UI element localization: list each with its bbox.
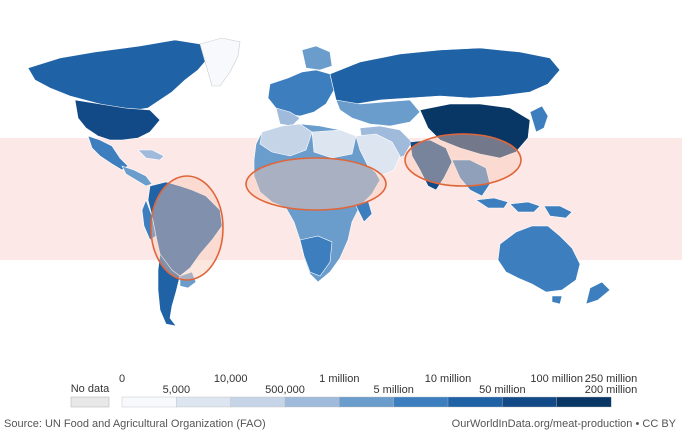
legend-top-label: 250 million bbox=[585, 373, 638, 385]
legend-bottom-label: 5 million bbox=[373, 384, 413, 396]
legend-bottom-label: 200 million bbox=[585, 384, 638, 396]
credit-text[interactable]: OurWorldInData.org/meat-production • CC … bbox=[451, 418, 676, 430]
legend-bin bbox=[284, 396, 340, 408]
legend-top-label: 0 bbox=[119, 373, 125, 385]
highlight-africa bbox=[245, 157, 387, 211]
legend-bin bbox=[447, 396, 503, 408]
asia[interactable] bbox=[329, 47, 573, 219]
legend-top-label: 10,000 bbox=[214, 373, 248, 385]
australia[interactable] bbox=[497, 225, 611, 305]
legend-bottom-label: 500,000 bbox=[265, 384, 305, 396]
legend-top-label: 10 million bbox=[425, 373, 471, 385]
north-america[interactable] bbox=[27, 37, 241, 187]
legend-bottom-label: 5,000 bbox=[163, 384, 191, 396]
legend-bin bbox=[339, 396, 395, 408]
europe[interactable] bbox=[267, 45, 335, 127]
legend-bin bbox=[502, 396, 558, 408]
legend-bottom-label: 50 million bbox=[479, 384, 525, 396]
legend-no-data-label: No data bbox=[71, 383, 110, 395]
highlight-south-america bbox=[150, 175, 224, 281]
legend-top-label: 100 million bbox=[530, 373, 583, 385]
legend-bin bbox=[556, 396, 612, 408]
legend-top-label: 1 million bbox=[319, 373, 359, 385]
legend: No data 0 10,000 1 million 10 million 100 mi… bbox=[70, 373, 638, 408]
middle-east[interactable] bbox=[355, 133, 401, 177]
africa[interactable] bbox=[253, 123, 381, 283]
legend-bin bbox=[230, 396, 286, 408]
highlight-south-asia bbox=[404, 133, 522, 187]
source-text: Source: UN Food and Agricultural Organiz… bbox=[4, 418, 266, 430]
legend-bin bbox=[176, 396, 232, 408]
legend-bin bbox=[393, 396, 449, 408]
legend-no-data-swatch bbox=[70, 396, 110, 408]
south-america[interactable] bbox=[141, 181, 223, 327]
legend-bin bbox=[121, 396, 177, 408]
